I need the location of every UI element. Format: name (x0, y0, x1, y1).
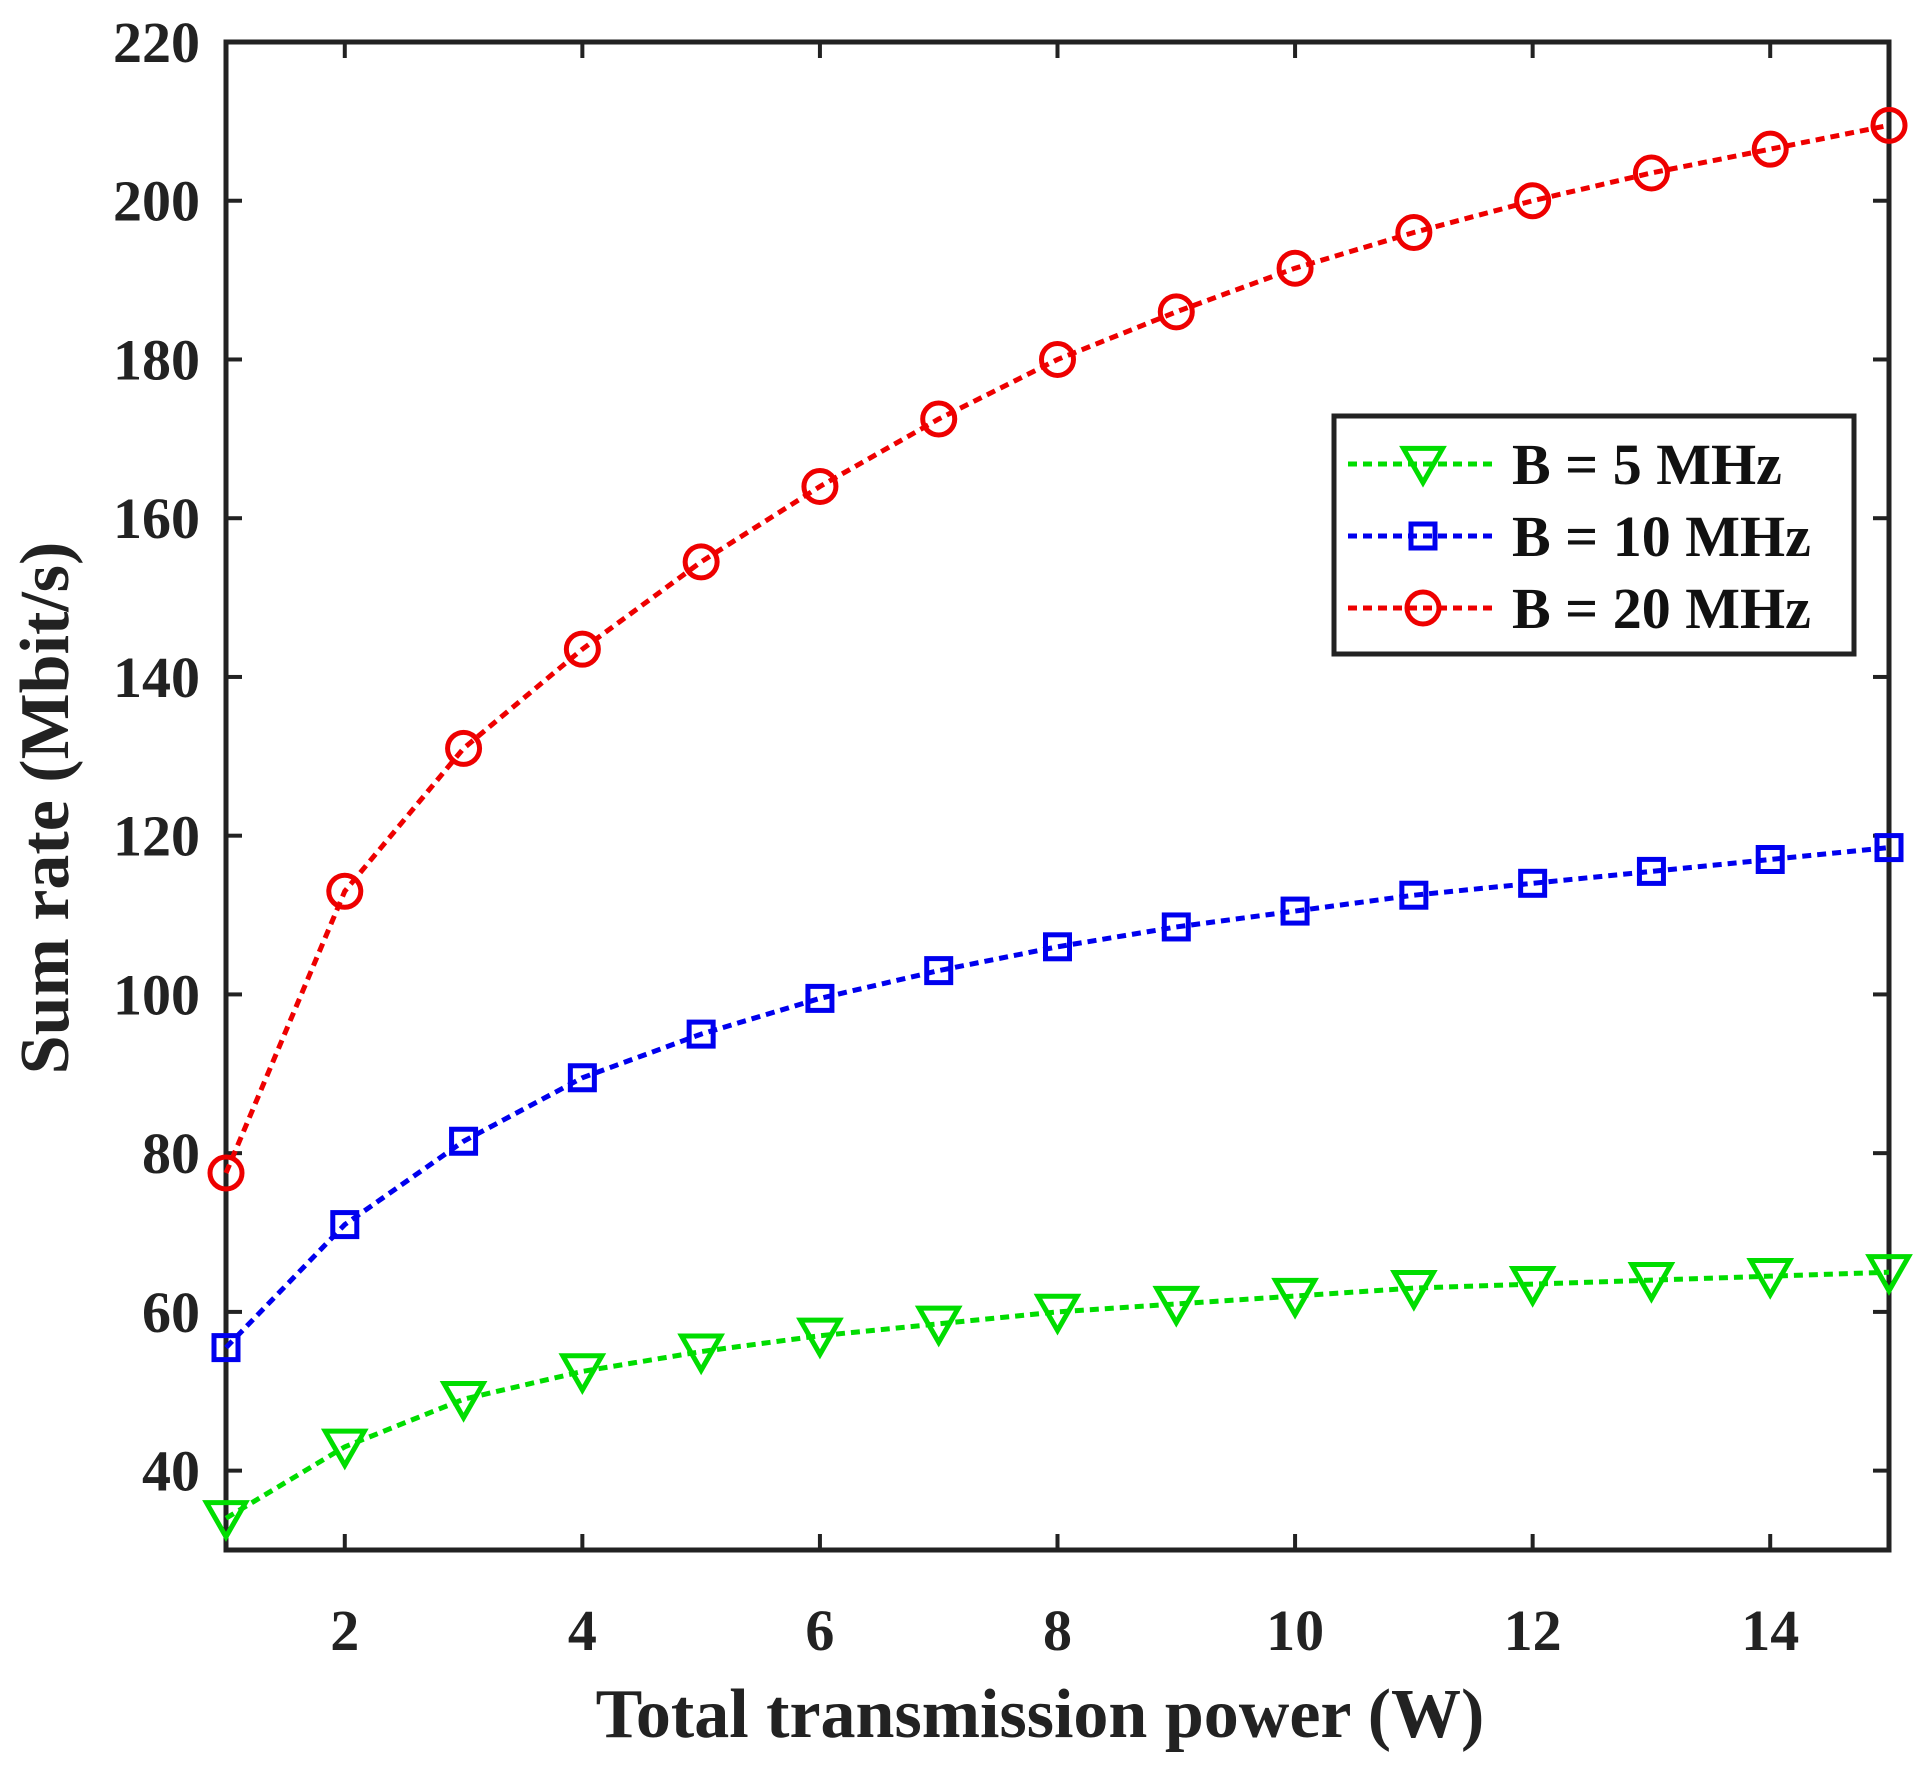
legend: B = 5 MHz B = 10 MHz B = 20 MHz (1331, 413, 1857, 657)
x-tick-label: 4 (568, 1598, 597, 1663)
y-axis-title: Sum rate (Mbit/s) (7, 542, 84, 1075)
data-point (924, 956, 954, 986)
data-point (1157, 293, 1195, 331)
y-tick-label: 40 (142, 1439, 200, 1504)
data-point (445, 729, 483, 767)
data-point (1755, 844, 1785, 874)
data-point (682, 543, 720, 581)
x-tick-label: 8 (1043, 1598, 1072, 1663)
data-point (1746, 1258, 1795, 1300)
series-3 (207, 106, 1908, 1192)
data-point (914, 1305, 963, 1348)
data-point (320, 1428, 369, 1471)
data-point (1395, 213, 1433, 251)
series-2 (211, 833, 1904, 1363)
plot-area (226, 42, 1889, 1550)
data-point (558, 1353, 607, 1396)
series-line (224, 1269, 1890, 1521)
x-axis-title: Total transmission power (W) (596, 1676, 1485, 1753)
data-point (1636, 856, 1666, 886)
legend-marker (1404, 589, 1442, 627)
data-point (801, 467, 839, 505)
data-point (1399, 880, 1429, 910)
data-point (563, 630, 601, 668)
y-tick-label: 200 (113, 169, 200, 234)
data-point (1389, 1269, 1438, 1312)
data-point (1033, 1293, 1082, 1336)
legend-label: B = 20 MHz (1512, 576, 1811, 641)
legend-marker (1399, 445, 1447, 488)
legend-box (1331, 413, 1857, 657)
data-point (1632, 154, 1670, 192)
series-line (224, 845, 1890, 1350)
data-point (920, 400, 958, 438)
legend-label: B = 10 MHz (1512, 504, 1811, 569)
y-tick-label: 140 (113, 645, 200, 710)
data-point (1865, 1254, 1913, 1296)
plot-background (226, 42, 1889, 1550)
data-point (567, 1063, 597, 1093)
y-tick-label: 60 (142, 1280, 200, 1345)
data-point (1751, 130, 1789, 168)
x-tick-label: 2 (330, 1598, 359, 1663)
axes: 2 4 6 8 10 12 14 40 60 80 100 120 140 160 180 200 220 (113, 10, 1892, 1663)
data-point (686, 1019, 716, 1049)
data-point (1870, 106, 1908, 144)
data-point (326, 872, 364, 910)
data-point (677, 1333, 726, 1376)
data-point (207, 1154, 245, 1192)
data-point (439, 1381, 488, 1423)
x-tick-label: 12 (1504, 1598, 1562, 1663)
y-tick-label: 220 (113, 10, 200, 75)
data-point (1039, 340, 1076, 378)
axes-frame (223, 39, 1892, 1553)
data-point (1043, 932, 1072, 962)
y-tick-label: 100 (113, 962, 200, 1027)
data-point (1280, 896, 1310, 926)
series-layer (202, 106, 1913, 1542)
y-tick-label: 180 (113, 327, 200, 392)
y-tick-label: 80 (142, 1121, 200, 1186)
series-1 (202, 1254, 1913, 1542)
x-tick-label: 6 (805, 1598, 834, 1663)
data-point (805, 983, 835, 1013)
x-tick-label: 14 (1741, 1598, 1799, 1663)
data-point (1152, 1285, 1201, 1328)
data-point (1276, 249, 1314, 287)
data-point (1627, 1262, 1676, 1304)
data-point (1514, 182, 1552, 220)
data-point (1271, 1277, 1319, 1320)
data-point (202, 1500, 250, 1542)
data-point (449, 1126, 479, 1156)
data-point (330, 1210, 360, 1240)
y-tick-label: 120 (113, 804, 200, 869)
legend-label: B = 5 MHz (1512, 432, 1782, 497)
data-point (1874, 833, 1904, 863)
data-point (1508, 1265, 1557, 1308)
data-point (211, 1333, 241, 1363)
data-point (1518, 868, 1548, 898)
data-point (1161, 912, 1191, 942)
y-tick-label: 160 (113, 486, 200, 551)
series-line (223, 122, 1890, 1174)
data-point (796, 1317, 844, 1360)
x-tick-label: 10 (1266, 1598, 1324, 1663)
legend-marker (1408, 521, 1438, 551)
